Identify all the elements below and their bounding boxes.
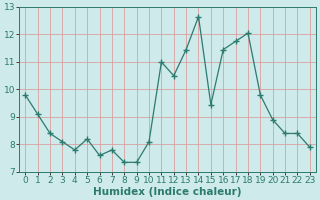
X-axis label: Humidex (Indice chaleur): Humidex (Indice chaleur) (93, 187, 242, 197)
